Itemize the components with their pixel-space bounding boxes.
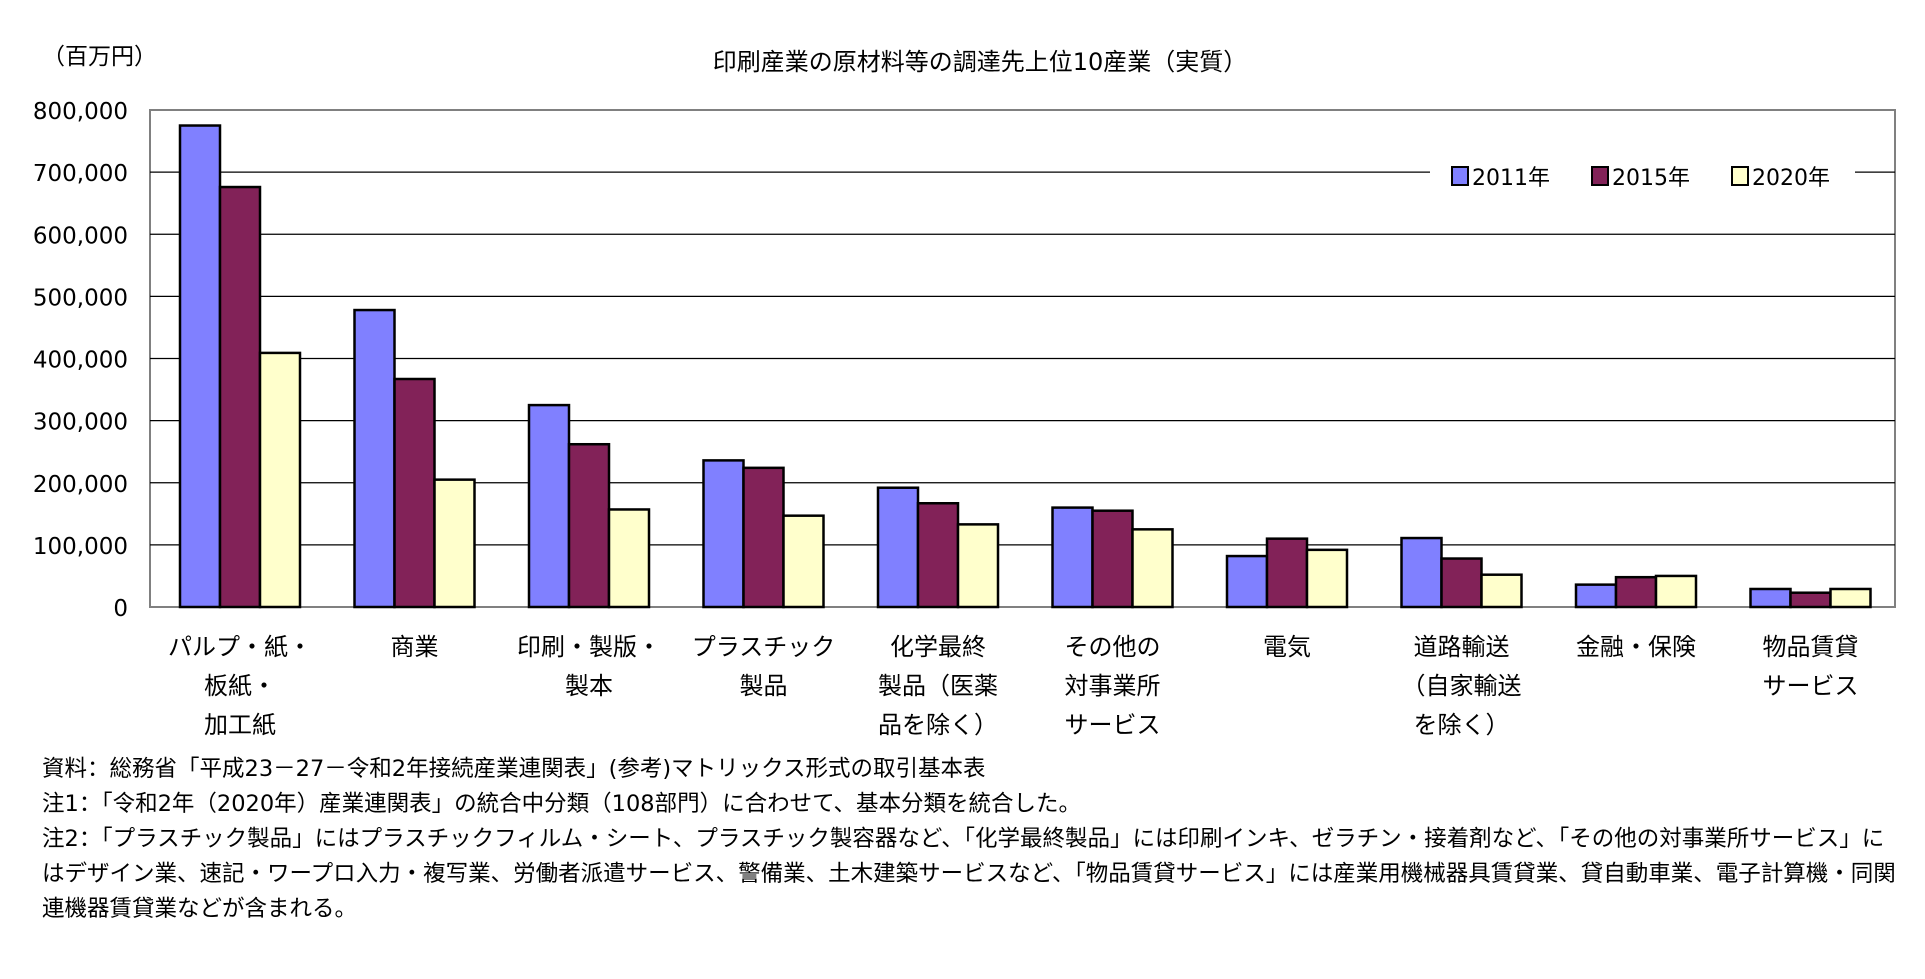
bar-2020年-1 <box>433 478 476 609</box>
bar-2020年-5 <box>1131 528 1174 609</box>
legend-label: 2020年 <box>1752 166 1830 191</box>
x-tick-label: プラスチック製品 <box>692 633 836 700</box>
y-tick-label: 200,000 <box>33 472 128 498</box>
bar-2011年-2 <box>527 403 571 609</box>
bar-2011年-3 <box>702 459 745 609</box>
bar-2015年-2 <box>567 442 611 609</box>
x-tick-label: 物品賃貸サービス <box>1763 633 1859 700</box>
source-note: 資料：総務省「平成23－27－令和2年接続産業連関表」(参考)マトリックス形式の… <box>42 756 986 782</box>
bar-2015年-8 <box>1614 575 1658 609</box>
y-axis: 0 100,000 200,000 300,000 400,000 500,000 600,… <box>33 99 128 622</box>
legend-swatch <box>1451 166 1469 186</box>
bar-2015年-9 <box>1789 591 1832 609</box>
bar-2020年-4 <box>956 523 1000 609</box>
bar-2020年-2 <box>607 508 651 609</box>
chart-notes: 資料：総務省「平成23－27－令和2年接続産業連関表」(参考)マトリックス形式の… <box>42 752 1902 927</box>
note-2: 注2：「プラスチック製品」にはプラスチックフィルム・シート、プラスチック製容器な… <box>42 826 1896 922</box>
bars <box>178 124 1872 609</box>
y-tick-label: 600,000 <box>33 223 128 249</box>
y-tick-label: 700,000 <box>33 161 128 187</box>
bar-2020年-0 <box>258 351 302 609</box>
x-tick-label: 道路輸送（自家輸送を除く） <box>1402 633 1522 739</box>
x-tick-label: 印刷・製版・製本 <box>517 633 661 700</box>
x-tick-label: 電気 <box>1263 633 1311 661</box>
bar-2020年-6 <box>1305 548 1349 609</box>
y-tick-label: 500,000 <box>33 285 128 311</box>
bar-2015年-1 <box>393 377 436 609</box>
bar-2020年-3 <box>782 514 825 609</box>
note-1: 注1：「令和2年（2020年）産業連関表」の統合中分類（108部門）に合わせて、… <box>42 791 1081 817</box>
bar-2011年-5 <box>1051 506 1094 609</box>
bar-2011年-9 <box>1749 587 1792 609</box>
bar-2015年-3 <box>742 466 785 609</box>
x-tick-label: 化学最終製品（医薬品を除く） <box>878 633 998 739</box>
x-tick-label: 金融・保険 <box>1576 633 1696 661</box>
bar-2015年-0 <box>218 185 262 609</box>
bar-2011年-4 <box>876 486 920 609</box>
bar-2011年-1 <box>353 308 396 609</box>
legend-swatch <box>1731 166 1749 186</box>
y-tick-label: 100,000 <box>33 534 128 560</box>
y-tick-label: 0 <box>113 596 128 622</box>
legend-label: 2015年 <box>1612 166 1690 191</box>
x-tick-label: その他の対事業所サービス <box>1065 633 1161 739</box>
bar-chart: 印刷産業の原材料等の調達先上位10産業（実質） （百万円） 0 100,000 20… <box>33 44 1896 739</box>
legend-label: 2011年 <box>1472 166 1550 191</box>
bar-2011年-7 <box>1400 536 1443 609</box>
legend-swatch <box>1591 166 1609 186</box>
y-tick-label: 800,000 <box>33 99 128 125</box>
chart-title: 印刷産業の原材料等の調達先上位10産業（実質） <box>713 48 1248 76</box>
bar-2020年-9 <box>1829 587 1872 609</box>
bar-2011年-0 <box>178 124 222 609</box>
y-tick-label: 400,000 <box>33 348 128 374</box>
bar-2020年-7 <box>1480 573 1523 609</box>
bar-2011年-6 <box>1225 554 1269 609</box>
x-tick-label: パルプ・紙・板紙・加工紙 <box>168 633 312 739</box>
x-axis-labels: パルプ・紙・板紙・加工紙 商業 印刷・製版・製本プラスチック製品化学最終製品（医薬品… <box>168 633 1859 739</box>
bar-2015年-6 <box>1265 537 1309 609</box>
y-axis-unit-label: （百万円） <box>42 44 157 70</box>
bar-2020年-8 <box>1654 574 1698 609</box>
bar-2011年-8 <box>1574 583 1618 609</box>
bar-2015年-5 <box>1091 509 1134 609</box>
y-tick-label: 300,000 <box>33 410 128 436</box>
legend-box <box>1430 158 1855 194</box>
x-tick-label: 商業 <box>391 633 439 661</box>
bar-2015年-7 <box>1440 557 1483 609</box>
bar-2015年-4 <box>916 502 960 609</box>
legend: 2011年 2015年 2020年 <box>1430 158 1855 194</box>
